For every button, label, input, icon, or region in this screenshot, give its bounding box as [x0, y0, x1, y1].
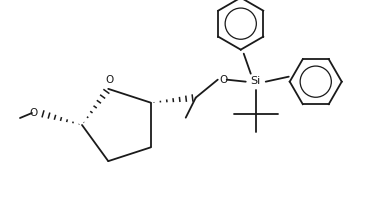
Text: O: O [30, 108, 38, 118]
Text: Si: Si [251, 76, 261, 86]
Text: O: O [220, 75, 228, 85]
Text: O: O [105, 75, 114, 85]
